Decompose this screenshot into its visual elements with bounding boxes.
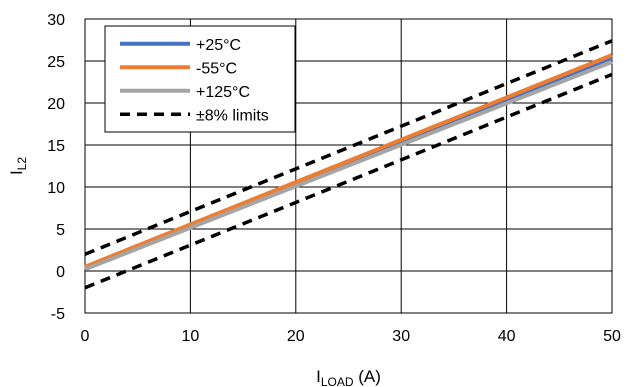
- y-tick-label: 10: [47, 180, 65, 197]
- y-tick-label: 5: [56, 222, 65, 239]
- legend-label: +25°C: [196, 37, 241, 54]
- x-tick-labels: 0 10 20 30 40 50: [81, 328, 621, 345]
- legend-items: +25°C -55°C +125°C ±8% limits: [120, 37, 269, 124]
- x-tick-label: 30: [392, 328, 410, 345]
- x-tick-label: 40: [498, 328, 516, 345]
- x-axis-title: ILOAD (A): [316, 367, 381, 387]
- x-tick-label: 0: [81, 328, 90, 345]
- y-tick-labels: -5 0 5 10 15 20 25 30: [47, 12, 65, 323]
- legend: +25°C -55°C +125°C ±8% limits: [104, 25, 296, 133]
- series-line-4: [84, 72, 613, 290]
- y-tick-label: 20: [47, 96, 65, 113]
- y-tick-label: 0: [56, 264, 65, 281]
- series-line-3: [84, 39, 613, 256]
- legend-label: -55°C: [196, 60, 237, 77]
- y-axis-title: IL2: [7, 157, 29, 175]
- series-lines: [84, 39, 613, 290]
- y-tick-label: 15: [47, 138, 65, 155]
- y-tick-label: 30: [47, 12, 65, 29]
- y-axis-title-sub: L2: [15, 157, 29, 171]
- x-tick-label: 20: [287, 328, 305, 345]
- legend-label: +125°C: [196, 84, 250, 101]
- x-tick-label: 50: [603, 328, 621, 345]
- series-line-2: [84, 59, 613, 272]
- series-line-1: [84, 53, 613, 269]
- legend-label: ±8% limits: [196, 107, 269, 124]
- x-axis-title-main: I: [316, 367, 321, 386]
- y-tick-label: 25: [47, 54, 65, 71]
- y-axis-title-main: I: [7, 170, 26, 175]
- plot-area-border: [84, 18, 613, 314]
- x-axis-title-sub: LOAD: [321, 375, 354, 387]
- x-tick-label: 10: [182, 328, 200, 345]
- y-tick-label: -5: [51, 306, 65, 323]
- x-axis-title-suffix: (A): [354, 367, 381, 386]
